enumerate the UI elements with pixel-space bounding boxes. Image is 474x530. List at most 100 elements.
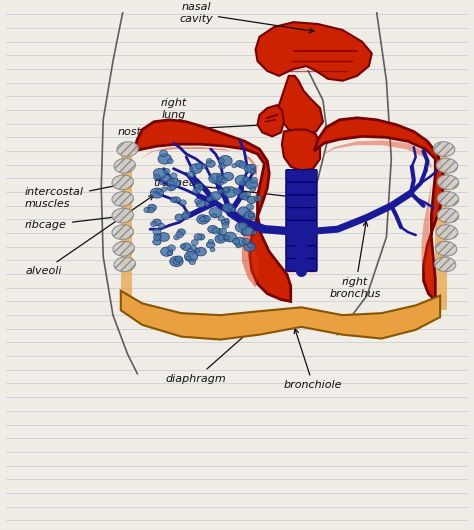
Polygon shape xyxy=(121,291,440,340)
Ellipse shape xyxy=(436,158,458,173)
Ellipse shape xyxy=(224,236,229,240)
Ellipse shape xyxy=(223,187,229,192)
Text: nasal
cavity: nasal cavity xyxy=(179,3,314,33)
Ellipse shape xyxy=(250,165,255,169)
Ellipse shape xyxy=(234,237,246,246)
FancyBboxPatch shape xyxy=(286,233,317,246)
Ellipse shape xyxy=(244,177,250,182)
Ellipse shape xyxy=(216,179,224,186)
Ellipse shape xyxy=(222,223,229,228)
Ellipse shape xyxy=(173,197,181,203)
Ellipse shape xyxy=(234,188,241,195)
Ellipse shape xyxy=(434,257,456,272)
Ellipse shape xyxy=(221,219,229,225)
Ellipse shape xyxy=(153,238,161,245)
Ellipse shape xyxy=(244,180,251,186)
Ellipse shape xyxy=(195,248,206,256)
Ellipse shape xyxy=(170,256,183,267)
Ellipse shape xyxy=(212,227,220,234)
Ellipse shape xyxy=(433,142,455,156)
Ellipse shape xyxy=(248,214,254,218)
Ellipse shape xyxy=(112,175,134,190)
Ellipse shape xyxy=(221,178,228,183)
Ellipse shape xyxy=(169,185,176,190)
Text: diaphragm: diaphragm xyxy=(165,330,251,384)
Ellipse shape xyxy=(254,195,262,201)
Polygon shape xyxy=(140,147,259,288)
Ellipse shape xyxy=(251,216,255,220)
Polygon shape xyxy=(320,140,433,288)
Ellipse shape xyxy=(175,214,184,221)
Ellipse shape xyxy=(156,189,161,192)
Ellipse shape xyxy=(235,222,248,232)
Ellipse shape xyxy=(204,202,210,206)
Ellipse shape xyxy=(436,225,458,240)
Ellipse shape xyxy=(196,200,206,207)
Ellipse shape xyxy=(206,197,212,202)
Ellipse shape xyxy=(114,158,136,173)
Ellipse shape xyxy=(216,228,223,234)
Ellipse shape xyxy=(245,192,251,197)
Ellipse shape xyxy=(250,187,255,191)
Ellipse shape xyxy=(156,234,161,238)
Ellipse shape xyxy=(437,191,459,206)
Ellipse shape xyxy=(162,187,167,191)
Ellipse shape xyxy=(167,251,173,255)
Polygon shape xyxy=(279,76,323,135)
Ellipse shape xyxy=(243,238,250,244)
Ellipse shape xyxy=(154,234,161,241)
Ellipse shape xyxy=(231,208,236,212)
Ellipse shape xyxy=(246,180,258,189)
Ellipse shape xyxy=(182,211,191,218)
Text: alveoli: alveoli xyxy=(25,196,154,276)
Ellipse shape xyxy=(144,207,150,213)
Ellipse shape xyxy=(160,150,168,157)
Polygon shape xyxy=(134,120,291,302)
Ellipse shape xyxy=(239,162,247,169)
Text: right
lung: right lung xyxy=(160,98,189,136)
Ellipse shape xyxy=(222,187,230,193)
Ellipse shape xyxy=(176,232,183,238)
Ellipse shape xyxy=(150,188,164,198)
Ellipse shape xyxy=(217,176,225,182)
Ellipse shape xyxy=(164,169,170,174)
Ellipse shape xyxy=(218,216,224,221)
Ellipse shape xyxy=(222,203,234,212)
Polygon shape xyxy=(257,105,284,136)
FancyBboxPatch shape xyxy=(286,170,317,182)
Ellipse shape xyxy=(219,155,232,166)
Text: intercostal
muscles: intercostal muscles xyxy=(25,183,124,209)
Ellipse shape xyxy=(241,231,246,235)
Ellipse shape xyxy=(168,245,175,251)
Ellipse shape xyxy=(437,175,459,190)
Ellipse shape xyxy=(188,171,195,178)
Ellipse shape xyxy=(250,177,257,183)
Ellipse shape xyxy=(180,244,185,249)
Ellipse shape xyxy=(194,234,202,240)
Ellipse shape xyxy=(224,218,229,222)
Ellipse shape xyxy=(195,163,203,169)
Ellipse shape xyxy=(186,256,191,260)
Polygon shape xyxy=(121,149,133,310)
Ellipse shape xyxy=(167,179,180,188)
Ellipse shape xyxy=(159,180,164,184)
Ellipse shape xyxy=(158,154,172,164)
Ellipse shape xyxy=(219,158,224,163)
Ellipse shape xyxy=(112,208,134,223)
Text: right
bronchus: right bronchus xyxy=(329,222,381,298)
Ellipse shape xyxy=(242,231,247,235)
Ellipse shape xyxy=(181,243,191,251)
Ellipse shape xyxy=(239,192,248,199)
Ellipse shape xyxy=(232,238,240,244)
Ellipse shape xyxy=(175,256,182,262)
FancyBboxPatch shape xyxy=(286,182,317,195)
FancyBboxPatch shape xyxy=(286,195,317,208)
Ellipse shape xyxy=(209,208,222,217)
Ellipse shape xyxy=(223,187,237,197)
Ellipse shape xyxy=(193,188,201,194)
Ellipse shape xyxy=(243,196,249,200)
Ellipse shape xyxy=(191,245,197,250)
Ellipse shape xyxy=(244,214,249,219)
Ellipse shape xyxy=(151,222,157,226)
Ellipse shape xyxy=(170,173,177,179)
